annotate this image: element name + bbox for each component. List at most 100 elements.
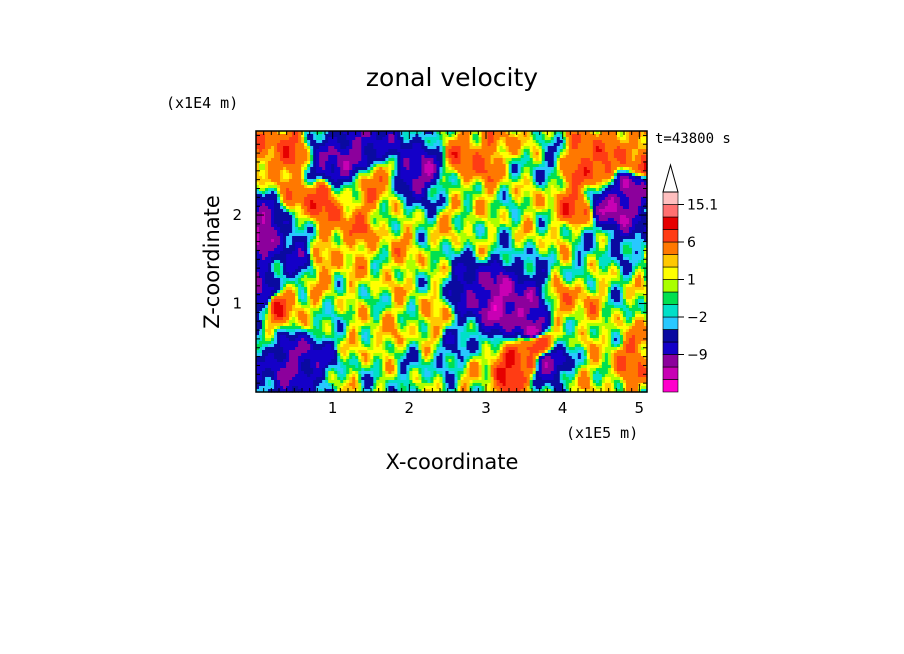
heatmap-cell <box>328 194 332 198</box>
heatmap-cell <box>511 182 516 186</box>
heatmap-cell <box>403 167 407 171</box>
heatmap-cell <box>547 167 552 171</box>
heatmap-cell <box>385 137 389 141</box>
heatmap-cell <box>562 170 567 174</box>
heatmap-cell <box>349 170 353 174</box>
heatmap-cell <box>286 158 290 162</box>
heatmap-cell <box>295 131 299 135</box>
heatmap-cell <box>457 152 462 156</box>
heatmap-cell <box>274 173 278 177</box>
heatmap-cell <box>373 134 377 138</box>
heatmap-cell <box>325 131 329 135</box>
heatmap-cell <box>430 167 435 171</box>
heatmap-cell <box>568 137 573 141</box>
heatmap-cell <box>586 182 591 186</box>
heatmap-cell <box>580 143 585 147</box>
heatmap-cell <box>574 191 579 195</box>
heatmap-cell <box>460 134 465 138</box>
heatmap-cell <box>385 149 389 153</box>
heatmap-cell <box>559 140 564 144</box>
heatmap-cell <box>343 140 347 144</box>
heatmap-cell <box>520 179 525 183</box>
heatmap-cell <box>397 176 401 180</box>
heatmap-cell <box>466 173 471 177</box>
heatmap-cell <box>295 173 299 177</box>
heatmap-cell <box>469 140 474 144</box>
heatmap-cell <box>373 167 377 171</box>
heatmap-cell <box>559 197 564 201</box>
heatmap-cell <box>598 149 603 153</box>
heatmap-cell <box>427 140 432 144</box>
heatmap-cell <box>343 158 347 162</box>
heatmap-cell <box>613 176 618 180</box>
heatmap-cell <box>499 164 504 168</box>
heatmap-cell <box>373 179 377 183</box>
heatmap-cell <box>430 149 435 153</box>
heatmap-cell <box>403 176 407 180</box>
heatmap-cell <box>595 140 600 144</box>
heatmap-cell <box>535 149 540 153</box>
heatmap-cell <box>538 143 543 147</box>
heatmap-cell <box>274 152 278 156</box>
heatmap-cell <box>547 158 552 162</box>
heatmap-cell <box>610 134 615 138</box>
heatmap-cell <box>523 164 528 168</box>
heatmap-cell <box>604 173 609 177</box>
heatmap-cell <box>637 170 642 174</box>
heatmap-cell <box>592 191 597 195</box>
heatmap-cell <box>295 134 299 138</box>
heatmap-cell <box>379 149 383 153</box>
heatmap-cell <box>577 194 582 198</box>
heatmap-cell <box>442 158 447 162</box>
heatmap-cell <box>424 149 429 153</box>
heatmap-cell <box>391 143 395 147</box>
heatmap-cell <box>424 167 429 171</box>
heatmap-cell <box>448 137 453 141</box>
heatmap-cell <box>487 137 492 141</box>
heatmap-cell <box>442 140 447 144</box>
heatmap-cell <box>493 146 498 150</box>
heatmap-cell <box>292 140 296 144</box>
heatmap-cell <box>337 173 341 177</box>
heatmap-cell <box>619 167 624 171</box>
heatmap-cell <box>301 146 305 150</box>
heatmap-cell <box>361 173 365 177</box>
heatmap-cell <box>478 191 483 195</box>
heatmap-cell <box>283 137 287 141</box>
heatmap-cell <box>424 152 429 156</box>
heatmap-cell <box>382 185 386 189</box>
heatmap-cell <box>586 191 591 195</box>
heatmap-cell <box>610 161 615 165</box>
heatmap-cell <box>490 155 495 159</box>
heatmap-cell <box>547 161 552 165</box>
heatmap-cell <box>529 146 534 150</box>
heatmap-cell <box>256 185 260 189</box>
heatmap-cell <box>268 188 272 192</box>
heatmap-cell <box>508 185 513 189</box>
heatmap-cell <box>328 158 332 162</box>
heatmap-cell <box>556 197 561 201</box>
heatmap-cell <box>316 155 320 159</box>
heatmap-cell <box>256 167 260 171</box>
heatmap-cell <box>412 197 417 201</box>
heatmap-cell <box>556 170 561 174</box>
heatmap-cell <box>301 182 305 186</box>
heatmap-cell <box>475 152 480 156</box>
heatmap-cell <box>640 131 645 135</box>
heatmap-cell <box>547 182 552 186</box>
heatmap-cell <box>340 191 344 195</box>
heatmap-cell <box>487 158 492 162</box>
heatmap-cell <box>292 149 296 153</box>
heatmap-cell <box>469 185 474 189</box>
heatmap-cell <box>442 185 447 189</box>
heatmap-cell <box>364 152 368 156</box>
heatmap-cell <box>295 191 299 195</box>
heatmap-cell <box>412 173 417 177</box>
heatmap-cell <box>268 158 272 162</box>
heatmap-cell <box>553 143 558 147</box>
heatmap-cell <box>481 179 486 183</box>
heatmap-cell <box>571 134 576 138</box>
heatmap-cell <box>343 179 347 183</box>
heatmap-cell <box>514 191 519 195</box>
heatmap-cell <box>286 179 290 183</box>
